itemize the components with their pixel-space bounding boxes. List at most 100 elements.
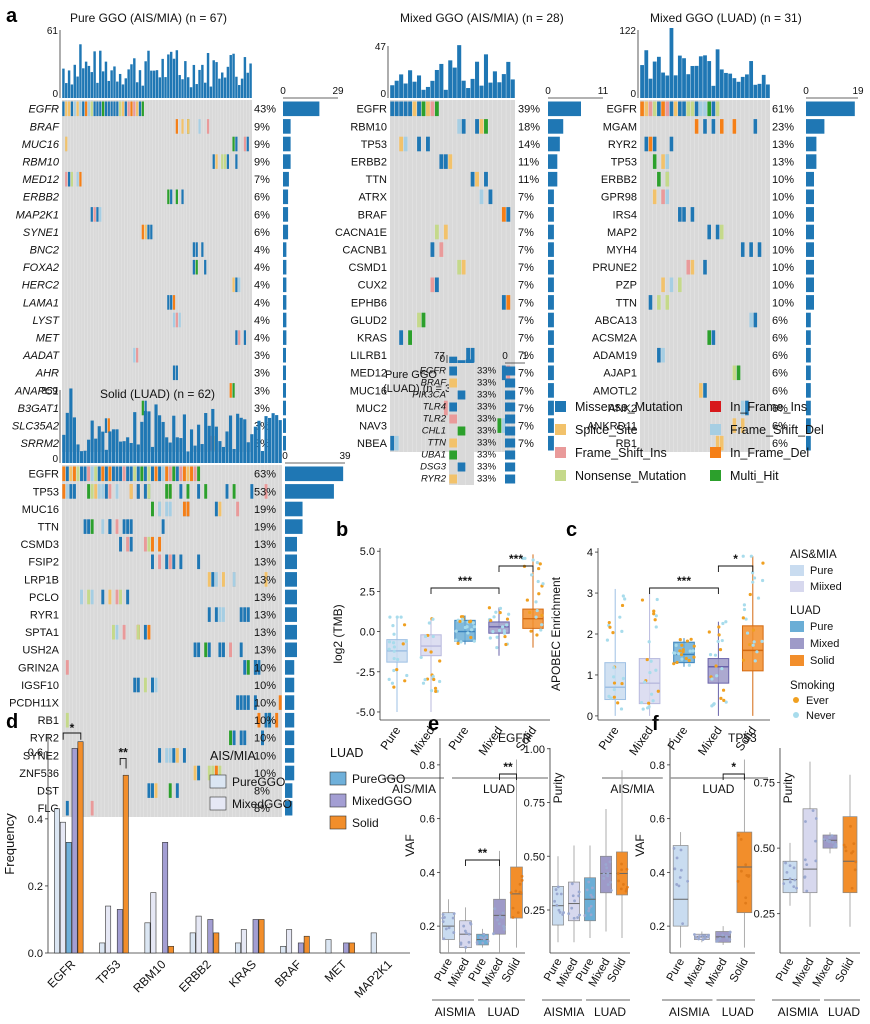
y-tick-label: 0.2 — [28, 881, 43, 893]
data-point — [525, 598, 529, 602]
tmb-bar — [118, 441, 123, 463]
tmb-bar — [79, 451, 84, 463]
tmb-bar — [425, 86, 430, 98]
gene-label: ANK2 — [608, 403, 637, 415]
data-point — [434, 689, 438, 694]
mutation-cell — [175, 365, 178, 381]
mutation-cell — [165, 501, 169, 517]
data-point — [555, 903, 559, 907]
side-frequency-bar — [283, 259, 287, 275]
tmb-bar — [124, 78, 128, 98]
gene-percent: 33% — [477, 414, 497, 425]
data-point — [752, 640, 756, 644]
signif-label: * — [731, 760, 736, 774]
side-axis-max: 11 — [598, 86, 609, 97]
gene-percent: 10% — [772, 227, 794, 239]
y-tick-label: 0.0 — [28, 948, 43, 960]
data-point — [387, 640, 392, 644]
data-point — [677, 884, 681, 888]
data-point — [744, 896, 748, 900]
data-point — [559, 892, 563, 896]
tmb-bar — [195, 84, 198, 98]
data-point — [612, 666, 616, 670]
top-axis-min: 0 — [52, 89, 58, 100]
gene-label: BRAF — [30, 121, 61, 133]
mutation-cell — [108, 519, 112, 534]
data-point — [851, 850, 855, 853]
signif-label: *** — [509, 552, 523, 566]
egfr-vaf-purity-panel: EGFR0.80.60.40.2VAFPureMixedPureMixedSol… — [403, 731, 630, 1019]
x-tick-label: RBM10 — [130, 957, 168, 995]
panel-letter-b: b — [336, 519, 348, 541]
data-point — [656, 689, 660, 693]
mutation-cell — [181, 189, 184, 205]
mutation-cell — [278, 695, 282, 710]
data-point — [589, 913, 593, 917]
data-point — [534, 615, 538, 619]
legend-swatch — [329, 815, 347, 830]
tmb-bar — [65, 83, 68, 98]
gene-percent: 53% — [254, 486, 276, 498]
mutation-cell — [239, 730, 243, 746]
signif-label: ** — [118, 745, 128, 759]
data-point — [793, 878, 797, 882]
mutation-cell — [158, 501, 162, 517]
mutation-cell — [682, 101, 686, 117]
tmb-bar — [443, 89, 448, 98]
gene-percent: 9% — [254, 156, 270, 168]
data-point — [589, 904, 593, 908]
tmb-bar — [430, 80, 435, 98]
mutation-cell — [235, 136, 238, 152]
gene-label: TTN — [428, 438, 447, 449]
data-point — [680, 657, 684, 661]
mutation-cell — [661, 101, 665, 117]
gene-label: RYR2 — [30, 733, 59, 745]
mutation-cell — [119, 589, 123, 605]
mutation-cell — [76, 101, 79, 117]
box-body — [672, 845, 689, 927]
tmb-bar — [133, 58, 136, 98]
tmb-bar — [90, 72, 93, 98]
mutation-cell — [426, 101, 430, 117]
data-point — [719, 696, 723, 700]
x-tick-label: EGFR — [45, 957, 79, 991]
gene-label: ACSM2A — [592, 332, 638, 344]
signif-label: ** — [478, 846, 488, 860]
data-point — [739, 869, 743, 873]
data-point — [391, 624, 395, 628]
side-frequency-bar — [285, 536, 297, 552]
mutation-cell — [195, 259, 198, 275]
data-point — [728, 930, 732, 934]
mutation-cell — [686, 259, 691, 275]
gene-label: MET — [36, 332, 61, 344]
tmb-bar — [203, 82, 207, 98]
x-tick-label: Pure — [377, 723, 403, 752]
data-point — [747, 875, 750, 878]
data-point — [612, 687, 616, 692]
gene-label: TTN — [366, 174, 387, 186]
y-tick-label: 0.4 — [28, 814, 43, 826]
group-label: LUAD — [702, 782, 734, 796]
data-point — [619, 707, 624, 711]
side-frequency-bar — [285, 554, 297, 570]
legend-title: AIS/MIA — [210, 749, 257, 763]
data-point — [519, 891, 523, 895]
data-point — [687, 663, 691, 667]
legend-dot — [793, 712, 799, 718]
mutation-cell — [69, 484, 73, 499]
top-axis-min: 0 — [380, 89, 386, 100]
data-point — [429, 650, 433, 654]
bar — [240, 929, 247, 954]
data-point — [540, 623, 544, 627]
data-point — [537, 566, 541, 571]
data-point — [459, 640, 463, 644]
gene-percent: 13% — [254, 539, 276, 551]
tmb-bar — [228, 415, 233, 463]
mutation-cell — [154, 466, 158, 482]
gene-percent: 6% — [772, 315, 788, 327]
side-frequency-bar — [285, 800, 293, 816]
mutation-cell — [133, 347, 136, 363]
mutation-cell — [661, 277, 665, 293]
gene-label: TTN — [616, 297, 637, 309]
tmb-bar — [201, 64, 204, 98]
